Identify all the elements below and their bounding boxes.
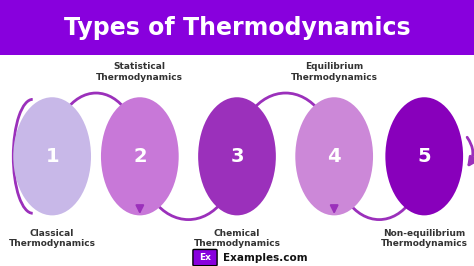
Text: Non-equilibrium
Thermodynamics: Non-equilibrium Thermodynamics [381,229,468,248]
Bar [0,0,474,55]
Text: Equilibrium
Thermodynamics: Equilibrium Thermodynamics [291,62,378,82]
Text: 1: 1 [46,147,59,166]
Text: 3: 3 [230,147,244,166]
Ellipse shape [198,97,276,215]
Text: Classical
Thermodynamics: Classical Thermodynamics [9,229,96,248]
Ellipse shape [101,97,179,215]
Text: Types of Thermodynamics: Types of Thermodynamics [64,15,410,40]
Text: 5: 5 [418,147,431,166]
Text: Chemical
Thermodynamics: Chemical Thermodynamics [193,229,281,248]
Ellipse shape [295,97,373,215]
Text: 2: 2 [133,147,146,166]
FancyBboxPatch shape [193,250,217,266]
Text: Examples.com: Examples.com [223,252,308,263]
Ellipse shape [13,97,91,215]
Text: 4: 4 [328,147,341,166]
Ellipse shape [385,97,463,215]
Text: Statistical
Thermodynamics: Statistical Thermodynamics [96,62,183,82]
Text: Ex: Ex [199,253,211,262]
